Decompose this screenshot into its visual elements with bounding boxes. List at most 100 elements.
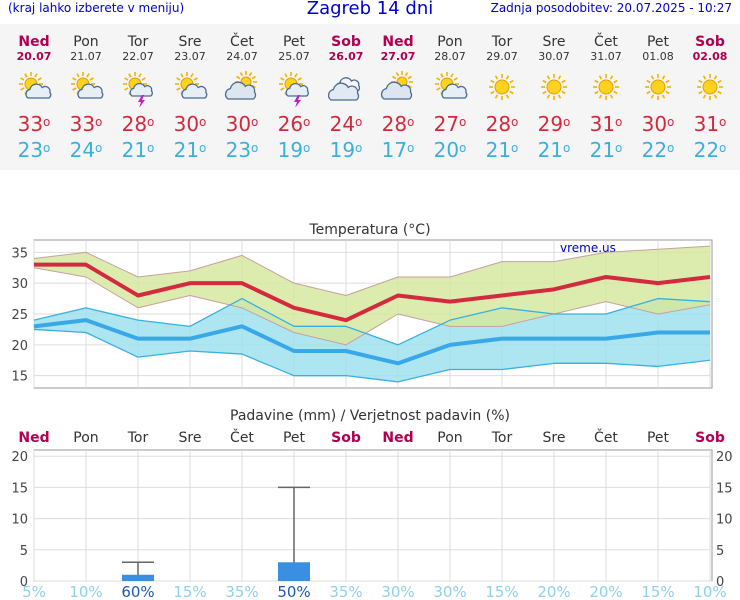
- precip-probability: 15%: [485, 583, 518, 600]
- x-tick-label: Pet: [647, 430, 670, 446]
- day-name: Tor: [491, 34, 513, 50]
- day-column: Sre 30.07 29o 21o: [528, 24, 580, 163]
- max-temp: 33o: [69, 112, 103, 136]
- min-temp-value: 21: [537, 138, 564, 162]
- day-date: 31.07: [590, 50, 622, 63]
- max-temp-value: 27: [433, 112, 460, 136]
- day-name: Pon: [437, 34, 463, 50]
- day-date: 21.07: [70, 50, 102, 63]
- min-temp: 19o: [277, 138, 311, 162]
- max-temp-value: 26: [277, 112, 304, 136]
- y-tick-label-right: 20: [716, 450, 733, 465]
- min-temp-value: 23: [225, 138, 252, 162]
- day-column: Sre 23.07 30o 21o: [164, 24, 216, 163]
- x-tick-label: Sob: [695, 430, 725, 446]
- precip-probability: 15%: [641, 583, 674, 600]
- precip-probability: 10%: [69, 583, 102, 600]
- min-temp: 17o: [381, 138, 415, 162]
- day-column: Ned 27.07 28o 17o: [372, 24, 424, 163]
- x-tick-label: Tor: [491, 430, 513, 446]
- temperature-chart: 15 20 25 30 35 Temperatura (°C) vreme.us: [11, 222, 713, 389]
- sun-cloud-storm-icon: [123, 72, 153, 107]
- day-column: Čet 31.07 31o 21o: [580, 24, 632, 163]
- max-temp-value: 30: [641, 112, 668, 136]
- day-name: Sre: [178, 34, 202, 50]
- min-temp: 22o: [693, 138, 727, 162]
- sun-cloud-icon: [19, 72, 52, 99]
- precip-probability: 60%: [121, 583, 154, 600]
- day-name: Pon: [73, 34, 99, 50]
- day-name: Sob: [331, 34, 361, 50]
- precip-probability: 5%: [22, 583, 46, 600]
- day-date: 27.07: [380, 50, 416, 63]
- min-temp: 21o: [485, 138, 519, 162]
- max-temp: 31o: [589, 112, 623, 136]
- min-temp: 24o: [69, 138, 103, 162]
- day-column: Sob 26.07 24o 19o: [320, 24, 372, 163]
- max-temp-value: 28: [485, 112, 512, 136]
- y-tick-label: 0: [20, 575, 28, 590]
- y-tick-label: 15: [11, 370, 28, 385]
- sun-cloud-icon: [175, 72, 208, 99]
- min-temp: 23o: [225, 138, 259, 162]
- max-temp: 26o: [277, 112, 311, 136]
- min-temp: 23o: [17, 138, 51, 162]
- day-name: Čet: [594, 34, 618, 50]
- day-date: 28.07: [434, 50, 466, 63]
- day-column: Tor 29.07 28o 21o: [476, 24, 528, 163]
- x-tick-label: Pet: [283, 430, 306, 446]
- min-temp-value: 21: [121, 138, 148, 162]
- day-column: Čet 24.07 30o 23o: [216, 24, 268, 163]
- x-tick-label: Pon: [437, 430, 462, 446]
- day-date: 23.07: [174, 50, 206, 63]
- precip-probability: 15%: [173, 583, 206, 600]
- min-temp-value: 17: [381, 138, 408, 162]
- max-temp-value: 28: [121, 112, 148, 136]
- sun-icon: [645, 74, 671, 100]
- min-temp-value: 22: [641, 138, 668, 162]
- min-temp: 22o: [641, 138, 675, 162]
- y-tick-label: 15: [11, 481, 28, 496]
- y-tick-label-right: 5: [716, 544, 724, 559]
- y-tick-label-right: 15: [716, 481, 733, 496]
- day-column: Pon 21.07 33o 24o: [60, 24, 112, 163]
- min-temp-line: [33, 318, 710, 366]
- chart-title: Padavine (mm) / Verjetnost padavin (%): [230, 408, 510, 424]
- max-temp: 33o: [17, 112, 51, 136]
- max-temp-value: 31: [693, 112, 720, 136]
- page-title: Zagreb 14 dni: [306, 0, 434, 19]
- sun-cloud-storm-icon: [279, 72, 309, 107]
- max-temp-value: 24: [329, 112, 356, 136]
- day-date: 30.07: [538, 50, 570, 63]
- x-tick-label: Sre: [179, 430, 202, 446]
- day-date: 02.08: [692, 50, 728, 63]
- plot-area: [33, 449, 713, 582]
- y-tick-label: 20: [11, 450, 28, 465]
- cloud-sun-icon: [380, 71, 413, 100]
- min-temp: 21o: [589, 138, 623, 162]
- y-tick-label: 35: [11, 246, 28, 261]
- header: (kraj lahko izberete v meniju) Zagreb 14…: [0, 0, 740, 22]
- day-name: Tor: [127, 34, 149, 50]
- day-name: Pet: [282, 34, 306, 50]
- day-date: 24.07: [226, 50, 258, 63]
- precip-probability: 30%: [381, 583, 414, 600]
- min-temp: 19o: [329, 138, 363, 162]
- max-temp: 24o: [329, 112, 363, 136]
- sun-icon: [593, 74, 619, 100]
- location-hint[interactable]: (kraj lahko izberete v meniju): [8, 1, 185, 15]
- min-temp-value: 19: [329, 138, 356, 162]
- x-tick-label: Čet: [230, 428, 254, 446]
- y-tick-label: 10: [11, 513, 28, 528]
- precip-bar: [278, 562, 310, 581]
- y-tick-label: 30: [11, 277, 28, 292]
- max-temp: 31o: [693, 112, 727, 136]
- max-temp: 30o: [173, 112, 207, 136]
- max-temp: 27o: [433, 112, 467, 136]
- max-temp-high-line: [33, 245, 711, 296]
- day-name: Pet: [646, 34, 670, 50]
- x-tick-label: Pon: [73, 430, 98, 446]
- max-temp: 28o: [485, 112, 519, 136]
- y-tick-label: 25: [11, 308, 28, 323]
- x-tick-label: Ned: [382, 430, 413, 446]
